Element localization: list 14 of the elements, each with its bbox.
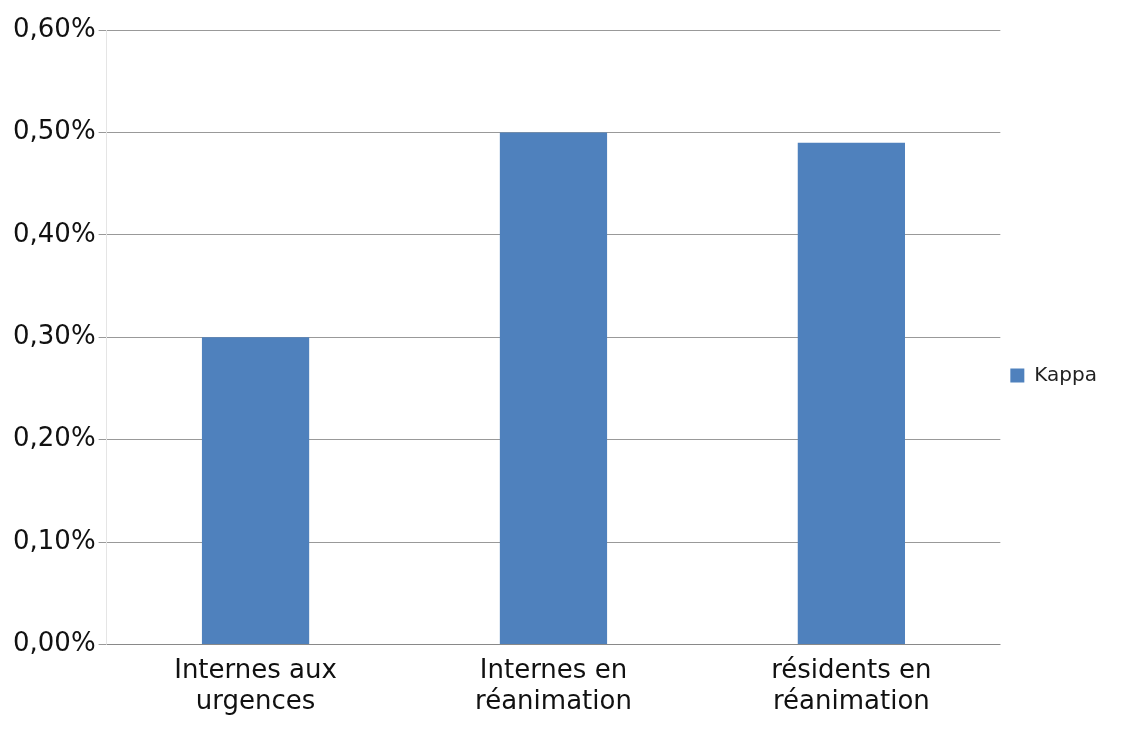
legend-label: Kappa xyxy=(1034,361,1098,386)
x-tick-label: résidents en réanimation xyxy=(771,653,932,716)
bar xyxy=(499,132,608,645)
y-tick-label: 0,60% xyxy=(12,12,96,43)
y-tick-label: 0,40% xyxy=(12,217,96,248)
y-tick-label: 0,20% xyxy=(12,422,96,453)
y-tick-label: 0,30% xyxy=(12,320,96,351)
bar xyxy=(201,337,310,645)
x-tick-label: Internes en réanimation xyxy=(475,653,632,716)
y-tick-label: 0,00% xyxy=(12,627,96,658)
y-tick-label: 0,10% xyxy=(12,524,96,555)
x-tick-label: Internes aux urgences xyxy=(174,653,337,716)
bar xyxy=(797,142,905,645)
y-tick-label: 0,50% xyxy=(12,115,96,146)
